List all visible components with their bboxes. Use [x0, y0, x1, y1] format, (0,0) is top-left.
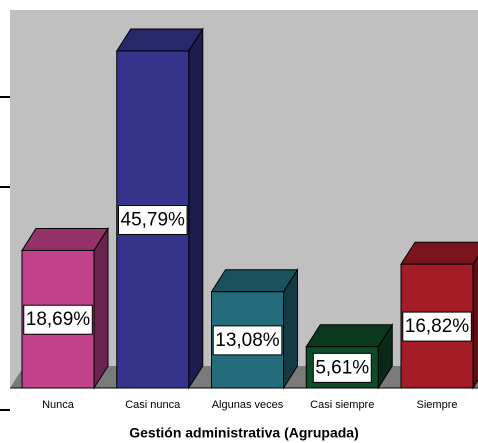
data-label: 5,61%: [315, 357, 369, 378]
x-tick-label: Nunca: [42, 399, 75, 411]
x-tick-label: Siempre: [417, 399, 458, 411]
data-label: 18,69%: [26, 309, 91, 330]
bar-top: [21, 227, 109, 251]
bar-side: [472, 255, 478, 390]
x-tick-label: Algunas veces: [212, 399, 284, 411]
data-label: 45,79%: [121, 210, 186, 231]
bar-top: [210, 269, 299, 293]
bar-side: [188, 27, 204, 390]
data-label-box: [402, 311, 472, 342]
bar-top: [305, 324, 394, 348]
data-label-box: [118, 204, 188, 235]
data-label: 16,82%: [405, 316, 470, 337]
bar-top: [115, 28, 204, 52]
data-label-box: [212, 325, 283, 356]
data-label: 13,08%: [215, 330, 280, 351]
x-tick-label: Casi nunca: [125, 399, 181, 411]
x-axis-title: Gestión administrativa (Agrupada): [129, 425, 358, 441]
data-label-box: [23, 304, 93, 335]
bar-top: [400, 241, 478, 265]
bar-side: [93, 226, 109, 390]
x-tick-label: Casi siempre: [310, 399, 374, 411]
data-label-box: [312, 352, 372, 383]
